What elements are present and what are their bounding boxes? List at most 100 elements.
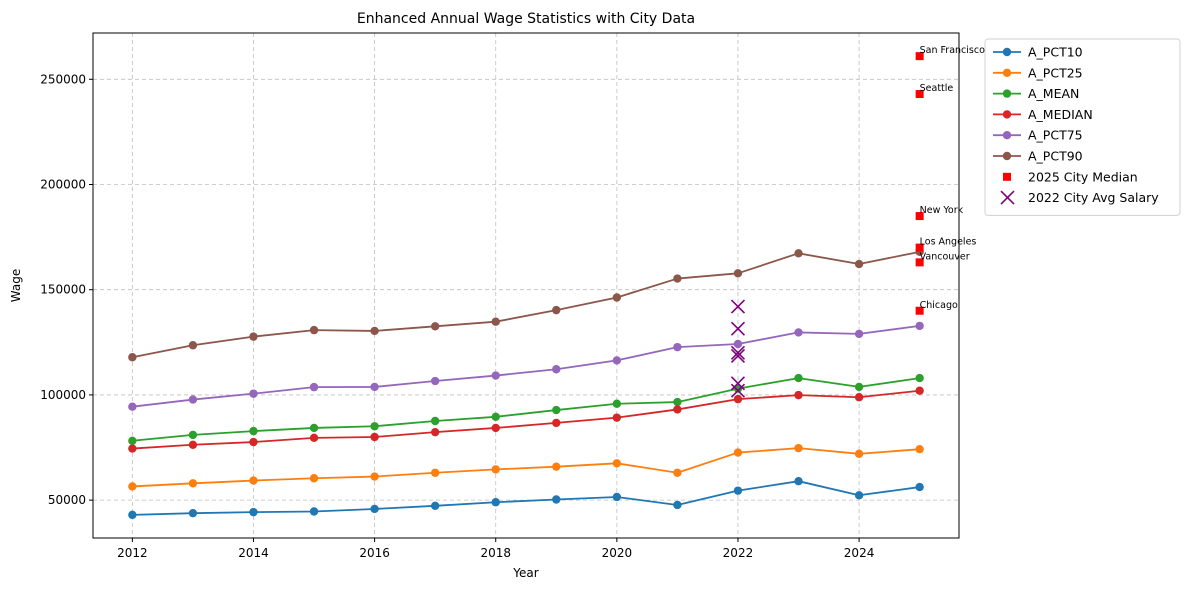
- series-line-a_pct25: [132, 447, 920, 488]
- y-axis-label: Wage: [9, 269, 23, 302]
- data-point-a_pct10: [733, 486, 743, 495]
- city-avg-marker: [730, 383, 746, 398]
- series-line-a_mean: [132, 377, 920, 442]
- city-label: Vancouver: [920, 251, 970, 262]
- y-tick-label: 100000: [40, 388, 86, 402]
- data-point-a_median: [188, 440, 198, 449]
- data-point-a_pct10: [430, 501, 440, 511]
- data-point-a_pct10: [854, 491, 864, 500]
- legend-city-median-marker: [1003, 172, 1011, 181]
- data-point-a_pct90: [430, 322, 440, 331]
- chart-title: Enhanced Annual Wage Statistics with Cit…: [357, 11, 695, 27]
- y-tick-label: 50000: [48, 493, 86, 507]
- city-label: New York: [920, 205, 964, 216]
- data-point-a_pct75: [309, 382, 319, 392]
- data-point-a_median: [309, 433, 319, 443]
- data-point-a_pct10: [370, 504, 379, 514]
- legend-label: A_MEAN: [1028, 86, 1079, 101]
- data-point-a_pct10: [794, 476, 803, 486]
- data-point-a_median: [128, 444, 137, 453]
- legend-label: A_PCT90: [1028, 149, 1083, 164]
- data-point-a_median: [854, 393, 864, 402]
- legend-marker-a_pct25: [1002, 68, 1012, 78]
- city-median-marker: [915, 212, 924, 221]
- legend-label: 2022 City Avg Salary: [1028, 190, 1159, 205]
- x-tick-label: 2018: [480, 546, 511, 560]
- data-point-a_mean: [612, 399, 622, 408]
- data-point-a_pct75: [733, 339, 743, 349]
- data-point-a_pct25: [854, 449, 864, 459]
- legend-label: A_MEDIAN: [1028, 107, 1093, 122]
- series-line-a_pct90: [132, 250, 920, 359]
- data-point-a_mean: [673, 397, 682, 407]
- series-line-a_pct75: [132, 325, 920, 408]
- data-point-a_pct75: [552, 365, 561, 374]
- data-point-a_pct90: [309, 325, 319, 335]
- x-tick-label: 2024: [844, 546, 875, 560]
- city-avg-marker: [730, 299, 746, 314]
- data-point-a_pct25: [552, 462, 561, 471]
- city-median-marker: [915, 52, 924, 61]
- city-avg-marker: [730, 376, 746, 391]
- data-point-a_pct25: [733, 448, 743, 457]
- city-median-marker: [915, 243, 924, 252]
- legend-marker-a_pct75: [1002, 131, 1012, 140]
- data-point-a_mean: [249, 426, 258, 436]
- data-point-a_mean: [915, 373, 924, 383]
- legend: A_PCT10 A_PCT25 A_MEAN A_MEDIAN A_PCT75 A_PCT…: [984, 38, 1181, 216]
- data-point-a_pct10: [552, 495, 561, 504]
- data-point-a_mean: [491, 412, 500, 421]
- series-line-a_median: [132, 389, 920, 450]
- city-label: San Francisco: [920, 45, 985, 56]
- data-point-a_pct25: [612, 459, 622, 468]
- city-label: Seattle: [920, 83, 954, 94]
- x-tick-label: 2012: [117, 546, 148, 560]
- data-point-a_pct90: [794, 249, 803, 258]
- data-point-a_pct10: [128, 510, 137, 520]
- data-point-a_median: [794, 390, 803, 400]
- data-point-a_mean: [794, 373, 803, 383]
- data-point-a_median: [491, 423, 500, 433]
- data-point-a_pct90: [612, 293, 622, 302]
- legend-marker-a_pct90: [1002, 151, 1012, 161]
- data-point-a_pct90: [552, 305, 561, 315]
- city-label: Chicago: [920, 300, 958, 311]
- data-point-a_pct25: [370, 472, 379, 481]
- data-point-a_mean: [430, 416, 440, 426]
- data-point-a_pct10: [915, 482, 924, 492]
- data-point-a_pct25: [128, 482, 137, 491]
- data-point-a_mean: [854, 382, 864, 392]
- data-point-a_pct25: [309, 474, 319, 483]
- city-median-marker: [915, 90, 924, 99]
- legend-marker-a_pct10: [1002, 47, 1012, 57]
- data-point-a_pct10: [491, 498, 500, 507]
- legend-city-avg-marker: [1000, 190, 1015, 205]
- data-point-a_pct10: [249, 507, 258, 517]
- data-point-a_mean: [309, 423, 319, 433]
- data-point-a_pct75: [794, 328, 803, 337]
- legend-box: [984, 38, 1181, 216]
- city-label: Los Angeles: [920, 237, 977, 248]
- x-tick-label: 2022: [723, 546, 754, 560]
- data-point-a_median: [612, 413, 622, 422]
- data-point-a_pct90: [249, 332, 258, 341]
- data-point-a_pct90: [854, 259, 864, 269]
- data-point-a_pct90: [128, 353, 137, 362]
- data-point-a_pct25: [188, 479, 198, 488]
- y-tick-label: 200000: [40, 178, 86, 192]
- data-point-a_median: [249, 437, 258, 447]
- data-point-a_pct25: [491, 465, 500, 474]
- city-avg-marker: [730, 348, 746, 364]
- data-point-a_pct75: [128, 402, 137, 411]
- data-point-a_pct25: [794, 443, 803, 453]
- data-point-a_pct75: [915, 321, 924, 331]
- data-point-a_pct75: [249, 389, 258, 398]
- data-point-a_mean: [552, 405, 561, 415]
- data-point-a_median: [673, 405, 682, 414]
- x-tick-label: 2016: [359, 546, 390, 560]
- legend-label: A_PCT75: [1028, 128, 1083, 143]
- data-point-a_pct10: [188, 508, 198, 518]
- legend-label: A_PCT25: [1028, 65, 1083, 80]
- x-axis-label: Year: [512, 566, 538, 580]
